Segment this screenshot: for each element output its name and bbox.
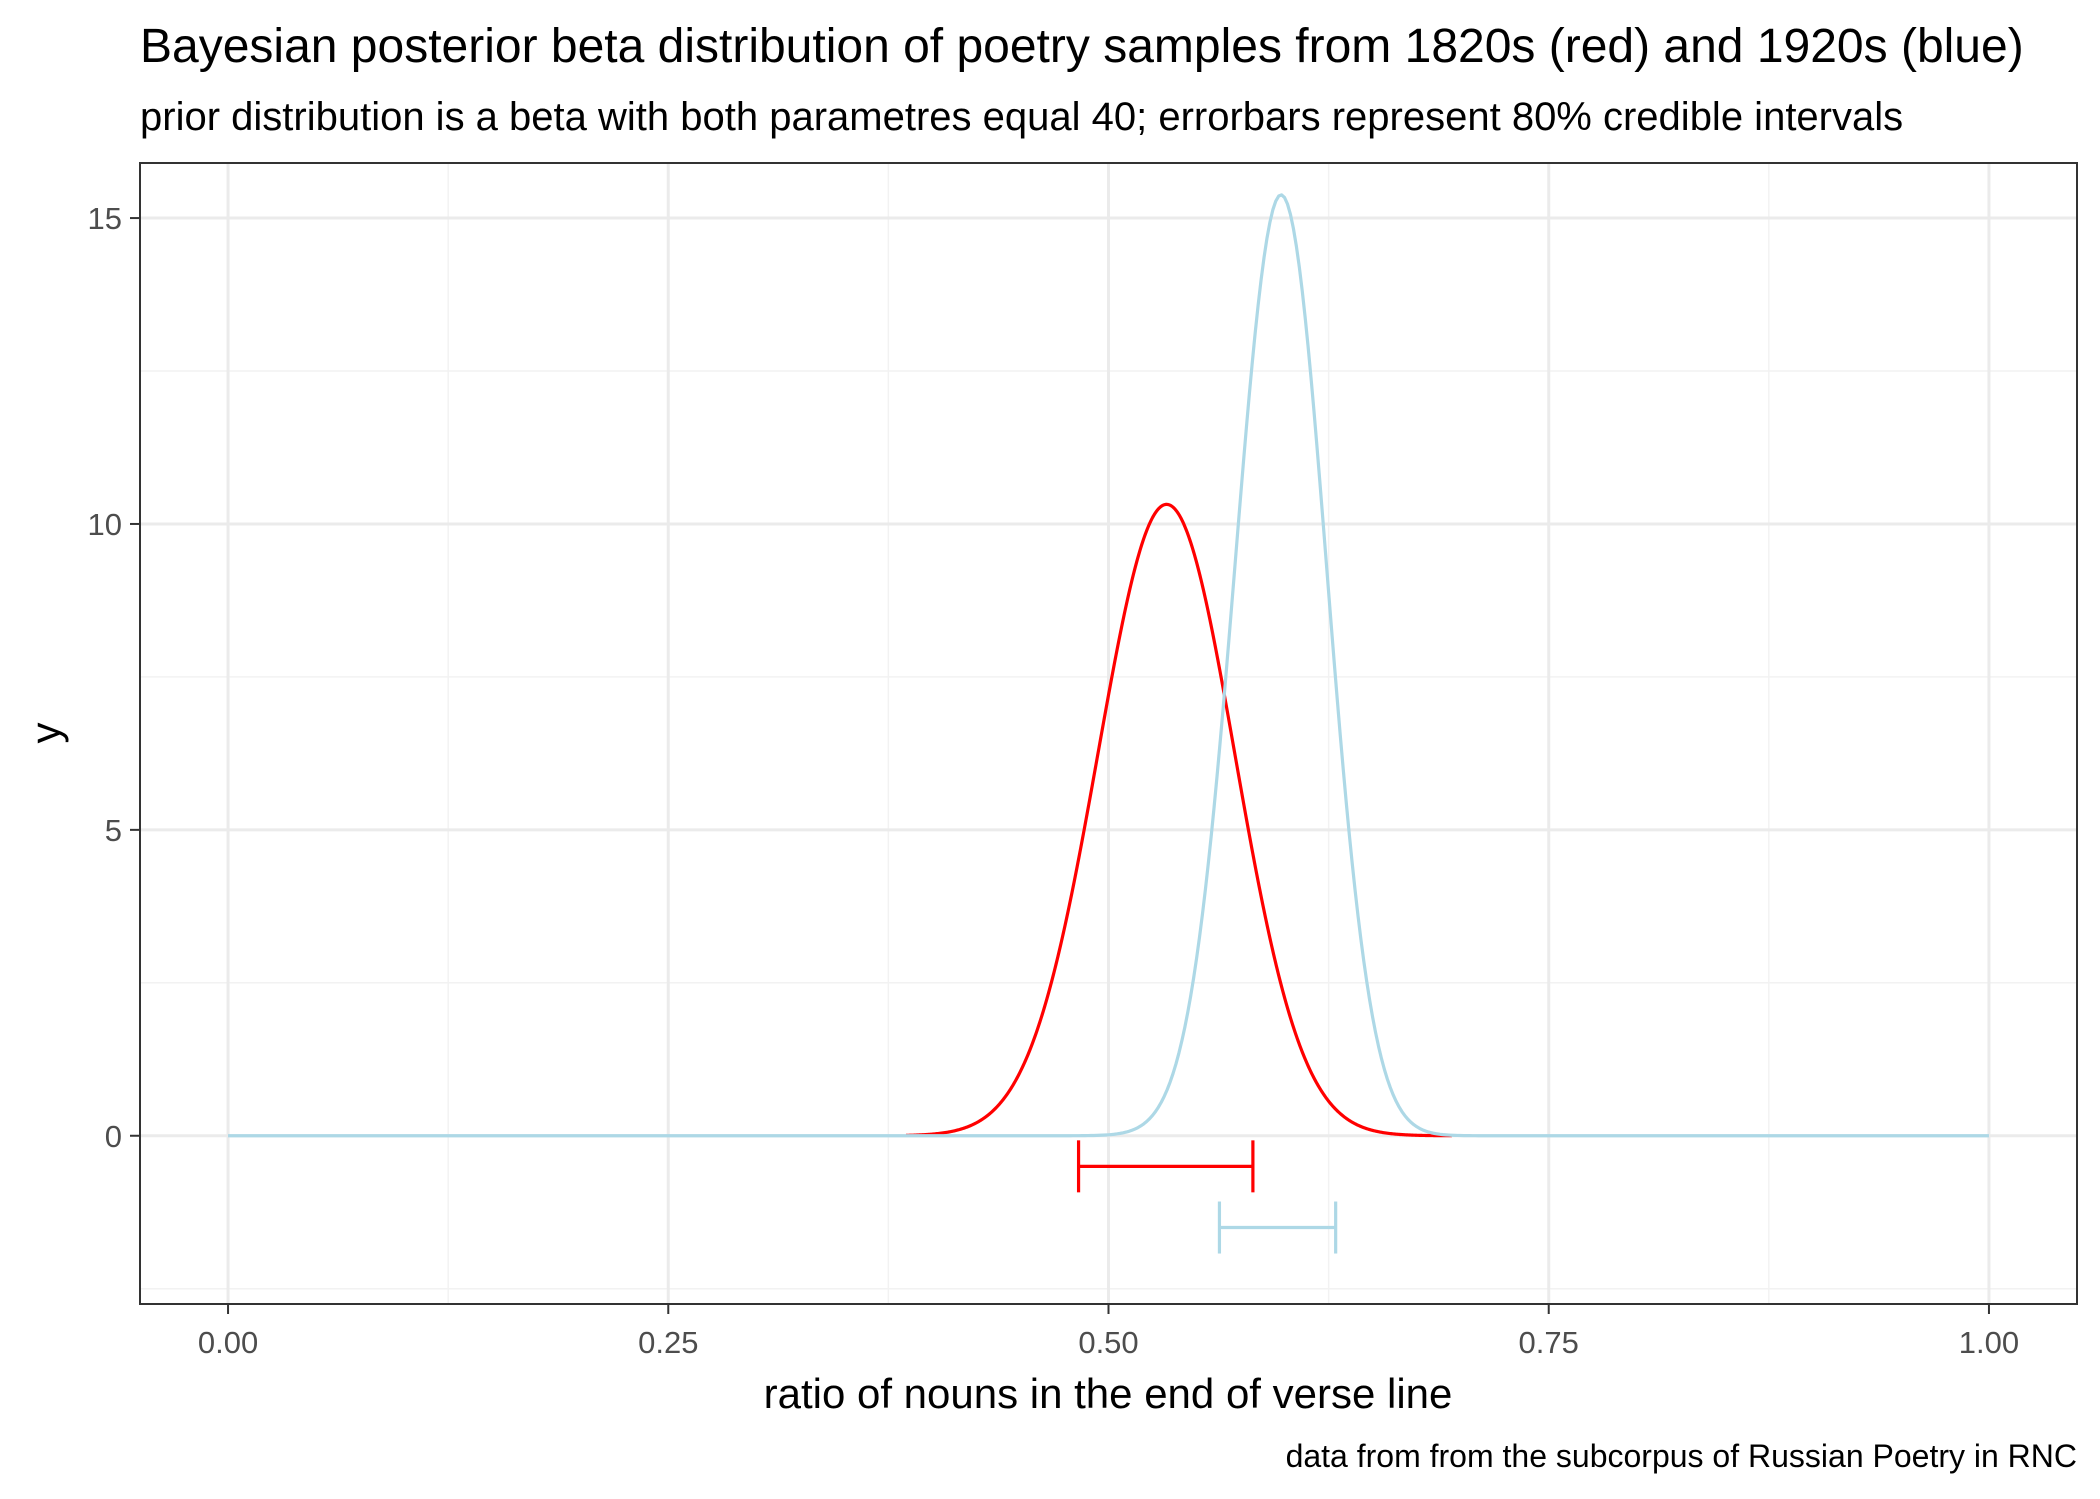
chart-caption: data from from the subcorpus of Russian … [1286,1438,2077,1474]
density-curve-series-1 [905,502,1453,1138]
x-tick-label: 1.00 [1959,1325,2019,1360]
x-tick-label: 0.00 [198,1325,258,1360]
y-axis-title: y [22,723,69,744]
y-tick-label: 0 [105,1119,122,1154]
y-tick-label: 15 [88,201,122,236]
y-tick-label: 10 [88,507,122,542]
chart-title: Bayesian posterior beta distribution of … [140,20,2024,73]
x-tick-label: 0.25 [638,1325,698,1360]
x-tick-label: 0.50 [1078,1325,1138,1360]
credible-interval-errorbars [1076,1140,1338,1254]
chart-subtitle: prior distribution is a beta with both p… [140,95,1903,139]
x-tick-label: 0.75 [1519,1325,1579,1360]
density-curve-series-2 [228,193,1989,1138]
x-axis-ticks: 0.00 0.25 0.50 0.75 1.00 [198,1304,2019,1360]
density-curves [228,193,1989,1138]
x-axis-title: ratio of nouns in the end of verse line [764,1370,1453,1417]
errorbar-series-1 [1076,1140,1255,1193]
errorbar-series-2 [1217,1201,1338,1254]
y-tick-label: 5 [105,813,122,848]
y-axis-ticks: 0 5 10 15 [88,201,140,1154]
